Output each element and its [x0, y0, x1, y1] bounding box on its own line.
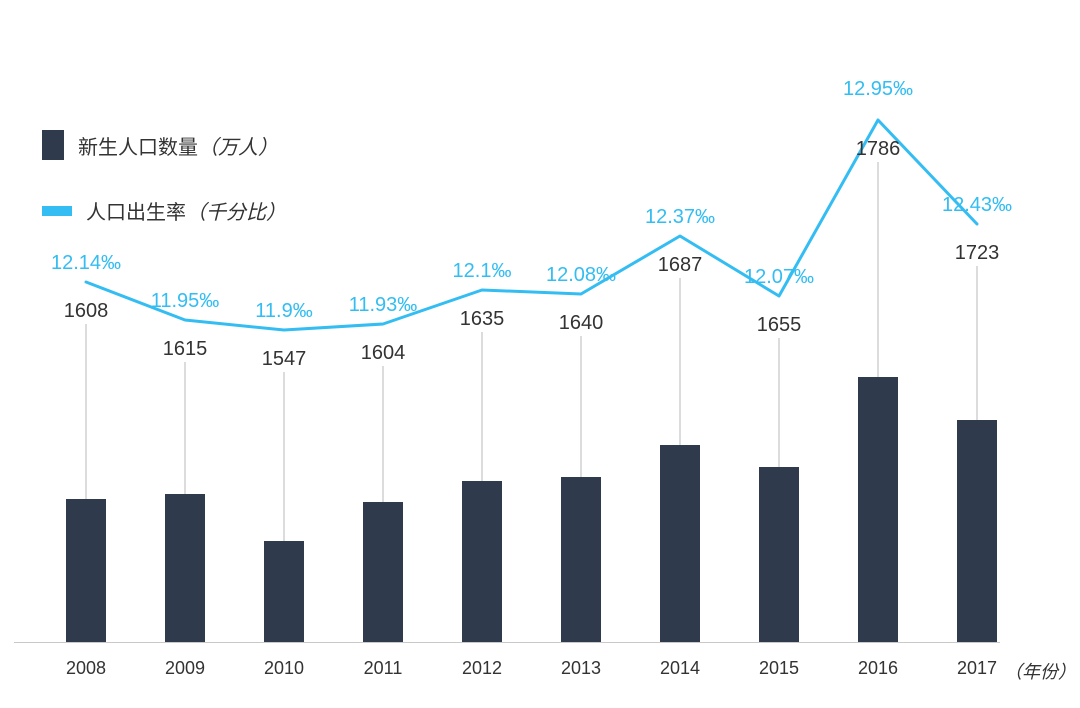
bar-value-label: 1640 [559, 312, 604, 335]
x-axis-title: （年份） [1004, 658, 1076, 684]
bar-connector [680, 278, 681, 445]
x-tick-label: 2009 [165, 658, 205, 679]
line-value-label: 12.43‰ [942, 194, 1012, 217]
x-tick-label: 2016 [858, 658, 898, 679]
bar-value-label: 1608 [64, 300, 109, 323]
line-value-label: 11.9‰ [255, 300, 312, 323]
bar-value-label: 1547 [262, 348, 307, 371]
x-tick-label: 2011 [364, 658, 403, 679]
chart-container: 新生人口数量（万人）人口出生率（千分比） 160812.14‰161511.95… [0, 0, 1080, 708]
bar [363, 502, 403, 642]
bar [264, 541, 304, 642]
plot-area: 1608 12.14‰ 1615 11.95‰ 1547 11.9‰ 1604 11.93‰ 1… [24, 50, 1000, 642]
bar-connector [284, 372, 285, 541]
x-tick-label: 2015 [759, 658, 799, 679]
line-value-label: 12.07‰ [744, 266, 814, 289]
x-tick-label: 2012 [462, 658, 502, 679]
bar-value-label: 1604 [361, 342, 406, 365]
bar-connector [383, 366, 384, 502]
bar-value-label: 1615 [163, 338, 208, 361]
line-value-label: 12.95‰ [843, 78, 913, 101]
bar-connector [779, 338, 780, 467]
x-tick-label: 2013 [561, 658, 601, 679]
line-value-label: 12.1‰ [453, 260, 512, 283]
bar [660, 445, 700, 642]
line-value-label: 12.14‰ [51, 252, 121, 275]
bar [957, 420, 997, 642]
bar-value-label: 1655 [757, 314, 802, 337]
bar-connector [86, 324, 87, 499]
bar-value-label: 1723 [955, 242, 1000, 265]
bar-value-label: 1687 [658, 254, 703, 277]
x-tick-label: 2010 [264, 658, 304, 679]
bar-connector [581, 336, 582, 477]
bar-value-label: 1635 [460, 308, 505, 331]
bar [759, 467, 799, 642]
line-value-label: 11.93‰ [349, 294, 418, 317]
x-tick-label: 2014 [660, 658, 700, 679]
bar [66, 499, 106, 642]
bar [561, 477, 601, 642]
bar-connector [878, 162, 879, 377]
bar-connector [185, 362, 186, 494]
x-axis-line [14, 642, 1000, 643]
bar-connector [482, 332, 483, 481]
bar [165, 494, 205, 642]
line-value-label: 12.08‰ [546, 264, 616, 287]
bar [462, 481, 502, 642]
bar-value-label: 1786 [856, 138, 901, 161]
line-value-label: 12.37‰ [645, 206, 715, 229]
bar [858, 377, 898, 642]
line-value-label: 11.95‰ [151, 290, 220, 313]
x-tick-label: 2017 [957, 658, 997, 679]
bar-connector [977, 266, 978, 420]
x-tick-label: 2008 [66, 658, 106, 679]
